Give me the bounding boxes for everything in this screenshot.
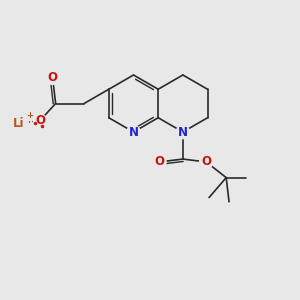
Text: O: O [35, 114, 45, 127]
Circle shape [176, 125, 190, 139]
Circle shape [33, 114, 46, 127]
Circle shape [153, 155, 166, 169]
Text: O: O [48, 71, 58, 84]
Text: N: N [178, 125, 188, 139]
Text: O: O [201, 155, 211, 168]
Text: +: + [26, 111, 34, 120]
Text: O: O [154, 155, 164, 168]
Text: Li: Li [13, 117, 24, 130]
Circle shape [200, 155, 213, 169]
Circle shape [46, 71, 59, 85]
Circle shape [11, 116, 26, 131]
Circle shape [127, 125, 140, 139]
Text: N: N [128, 125, 139, 139]
